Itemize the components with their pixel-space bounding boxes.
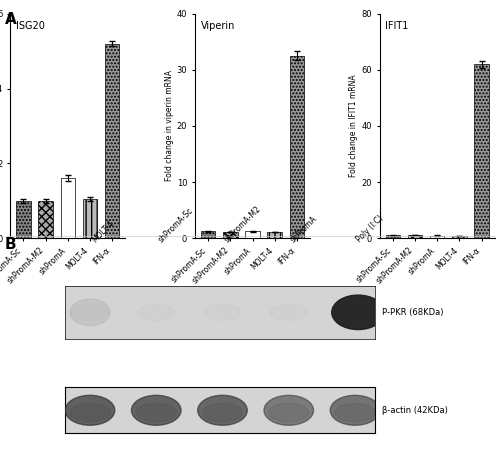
Bar (223, 232, 238, 238)
Bar (408, 235, 422, 238)
Ellipse shape (332, 295, 384, 330)
Bar (430, 236, 444, 238)
Bar (474, 64, 489, 238)
Bar (452, 236, 466, 238)
Bar (201, 231, 216, 238)
Ellipse shape (202, 403, 242, 422)
Ellipse shape (198, 396, 248, 425)
Ellipse shape (330, 396, 380, 425)
Bar (290, 56, 304, 238)
Text: B: B (5, 237, 16, 253)
Ellipse shape (335, 403, 375, 422)
Text: shPromA-Sc: shPromA-Sc (156, 206, 194, 244)
Text: A: A (5, 12, 17, 27)
Ellipse shape (65, 396, 115, 425)
Ellipse shape (136, 403, 176, 422)
Bar (16, 201, 30, 238)
Ellipse shape (268, 403, 309, 422)
Text: Viperin: Viperin (200, 21, 235, 30)
Ellipse shape (204, 304, 241, 320)
Text: IFIT1: IFIT1 (386, 21, 408, 30)
Y-axis label: Fold change in IFIT1 mRNA: Fold change in IFIT1 mRNA (350, 75, 358, 177)
Bar (105, 44, 120, 238)
Bar (82, 199, 97, 238)
Text: β-actin (42KDa): β-actin (42KDa) (382, 406, 448, 415)
Bar (246, 231, 260, 238)
Bar (386, 236, 400, 238)
Ellipse shape (72, 304, 108, 320)
Ellipse shape (336, 304, 374, 320)
Text: shPromA: shPromA (289, 214, 319, 244)
Text: MOLT-4: MOLT-4 (90, 219, 116, 244)
Ellipse shape (70, 299, 110, 325)
Text: shPromA-M2: shPromA-M2 (222, 204, 262, 244)
Ellipse shape (132, 396, 181, 425)
Text: P-PKR (68KDa): P-PKR (68KDa) (382, 308, 444, 317)
Bar (60, 178, 75, 238)
Ellipse shape (270, 304, 308, 320)
Bar (268, 232, 282, 238)
Ellipse shape (70, 403, 110, 422)
Ellipse shape (264, 396, 314, 425)
Bar (38, 201, 52, 238)
Text: ISG20: ISG20 (16, 21, 44, 30)
Text: Poly (I:C): Poly (I:C) (355, 214, 386, 244)
Y-axis label: Fold change in viperin mRNA: Fold change in viperin mRNA (164, 71, 173, 182)
Ellipse shape (138, 304, 175, 320)
